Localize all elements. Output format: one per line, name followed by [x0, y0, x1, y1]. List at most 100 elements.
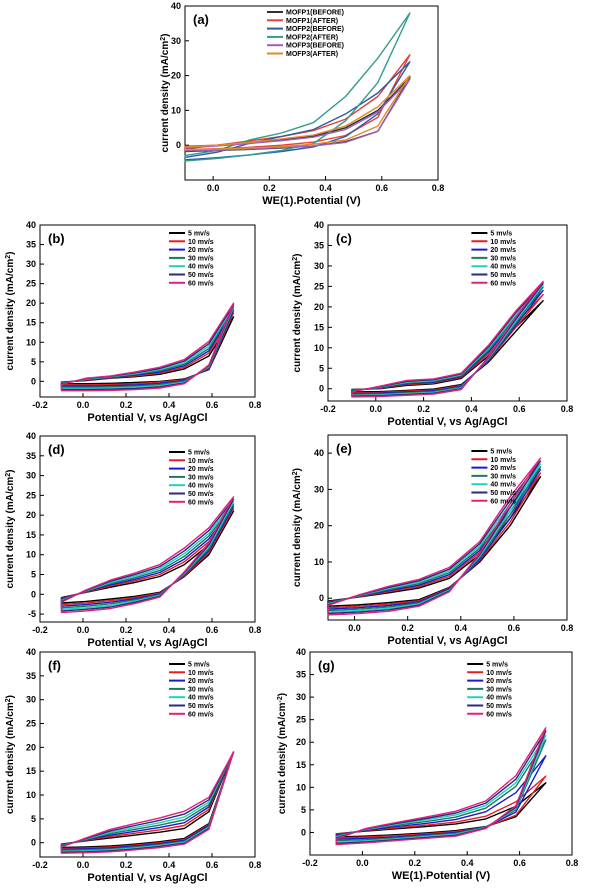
y-tick-label: 5 — [31, 570, 36, 580]
panel-e: 0.0 0.2 0.4 0.6 0.8 0 10 20 30 40 Potential V, vs … — [292, 434, 574, 647]
y-tick-label: 40 — [26, 647, 36, 657]
y-tick-label: 30 — [171, 36, 181, 46]
y-tick-label: 5 — [31, 814, 36, 824]
x-tick-label: 0.0 — [370, 404, 383, 414]
panel-b: -0.2 0.0 0.2 0.4 0.6 0.8 0 5 10 15 20 25 30 35 40 Poten… — [5, 220, 262, 424]
y-tick-label: 35 — [26, 451, 36, 461]
legend-label: 20 mv/s — [490, 247, 516, 254]
x-tick-label: 0.6 — [206, 625, 219, 635]
legend-label: 50 mv/s — [188, 272, 214, 279]
legend-label: 50 mv/s — [490, 272, 516, 279]
legend-label: 50 mv/s — [188, 491, 214, 498]
panel-label: (c) — [336, 231, 352, 246]
y-tick-label: 20 — [26, 742, 36, 752]
y-tick-label: 40 — [314, 220, 324, 230]
cv-loop-mofp1-after — [184, 54, 411, 151]
panel-f: -0.2 0.0 0.2 0.4 0.6 0.8 0 5 10 15 20 25 30 35 40 Poten… — [5, 647, 262, 884]
panel-label: (f) — [48, 658, 61, 673]
y-tick-label: 0 — [176, 140, 181, 150]
cv-loop-5-mv-s — [351, 300, 544, 393]
cv-loop-30-mv-s — [351, 286, 544, 396]
cv-loop-20-mv-s — [327, 468, 542, 610]
legend-label: 40 mv/s — [490, 482, 516, 489]
cv-loop-40-mv-s — [351, 284, 544, 396]
legend-label: 50 mv/s — [486, 703, 512, 710]
x-tick-label: 0.4 — [455, 623, 468, 633]
y-tick-label: 10 — [171, 105, 181, 115]
x-tick-label: 0.4 — [465, 404, 478, 414]
legend-label: 60 mv/s — [188, 280, 214, 287]
legend-label: MOFP3(BEFORE) — [286, 43, 344, 50]
x-tick-label: 0.2 — [401, 623, 414, 633]
cv-loop-10-mv-s — [327, 472, 542, 609]
x-tick-label: 0.6 — [508, 623, 521, 633]
legend-label: 5 mv/s — [490, 231, 512, 238]
x-tick-label: -0.2 — [32, 625, 48, 635]
axes-frame — [39, 224, 256, 398]
x-tick-label: 0.4 — [163, 400, 176, 410]
legend-label: MOFP1(AFTER) — [286, 18, 338, 25]
y-tick-label: 30 — [26, 471, 36, 481]
legend-label: 20 mv/s — [490, 465, 516, 472]
axes-frame — [184, 5, 439, 181]
legend-label: 30 mv/s — [188, 474, 214, 481]
legend-label: 5 mv/s — [188, 450, 210, 457]
x-tick-label: 0.0 — [356, 858, 369, 868]
legend-label: 10 mv/s — [490, 457, 516, 464]
legend-label: 10 mv/s — [486, 670, 512, 677]
x-tick-label: 0.0 — [207, 183, 220, 193]
y-tick-label: 30 — [314, 261, 324, 271]
y-tick-label: -5 — [28, 609, 36, 619]
panel-d: -0.2 0.0 0.2 0.4 0.6 0.8 -5 0 5 10 15 20 25 30 35 40 Pot… — [5, 431, 262, 649]
y-tick-label: 20 — [26, 510, 36, 520]
x-tick-label: 0.0 — [77, 625, 90, 635]
y-tick-label: 30 — [26, 695, 36, 705]
x-tick-label: 0.6 — [206, 400, 219, 410]
x-tick-label: 0.8 — [561, 623, 574, 633]
cv-loop-60-mv-s — [327, 457, 542, 616]
y-axis-label: current density (mA/cm2) — [292, 254, 304, 373]
y-tick-label: 10 — [26, 337, 36, 347]
y-tick-label: 35 — [26, 240, 36, 250]
cv-loop-60-mv-s — [335, 727, 547, 846]
cv-loop-30-mv-s — [335, 739, 547, 842]
cv-loop-mofp2-after — [184, 12, 411, 162]
cv-loop-60-mv-s — [60, 302, 235, 392]
legend-label: 20 mv/s — [188, 466, 214, 473]
legend-label: 40 mv/s — [486, 695, 512, 702]
x-tick-label: 0.8 — [432, 183, 445, 193]
cv-loop-5-mv-s — [60, 510, 235, 604]
cv-loop-50-mv-s — [351, 282, 544, 397]
y-tick-label: 0 — [319, 593, 324, 603]
y-tick-label: 5 — [31, 357, 36, 367]
cv-loop-10-mv-s — [335, 775, 547, 839]
legend-label: 60 mv/s — [490, 280, 516, 287]
y-axis-label: current density (mA/cm2) — [292, 468, 304, 587]
x-tick-label: 0.8 — [249, 400, 262, 410]
x-tick-label: 0.4 — [163, 625, 176, 635]
x-tick-label: 0.6 — [206, 860, 219, 870]
x-tick-label: 0.6 — [513, 858, 526, 868]
x-tick-label: 0.2 — [120, 860, 133, 870]
x-tick-label: -0.2 — [32, 860, 48, 870]
y-tick-label: 25 — [26, 719, 36, 729]
cv-loop-50-mv-s — [335, 730, 547, 844]
y-tick-label: 25 — [314, 281, 324, 291]
y-tick-label: 25 — [296, 715, 306, 725]
x-tick-label: 0.8 — [249, 625, 262, 635]
y-tick-label: 25 — [26, 490, 36, 500]
x-tick-label: 0.2 — [263, 183, 276, 193]
y-tick-label: 15 — [26, 530, 36, 540]
legend-label: MOFP2(AFTER) — [286, 34, 338, 41]
cv-loop-40-mv-s — [60, 501, 235, 610]
legend-label: 10 mv/s — [188, 239, 214, 246]
legend-label: 60 mv/s — [490, 498, 516, 505]
cv-loop-40-mv-s — [335, 734, 547, 843]
y-tick-label: 30 — [26, 259, 36, 269]
y-tick-label: 25 — [26, 279, 36, 289]
legend-label: 20 mv/s — [188, 678, 214, 685]
cv-loop-mofp3-after — [184, 74, 411, 151]
y-axis-label: current density (mA/cm2) — [5, 252, 17, 371]
legend-label: 30 mv/s — [188, 255, 214, 262]
legend-label: 60 mv/s — [188, 499, 214, 506]
